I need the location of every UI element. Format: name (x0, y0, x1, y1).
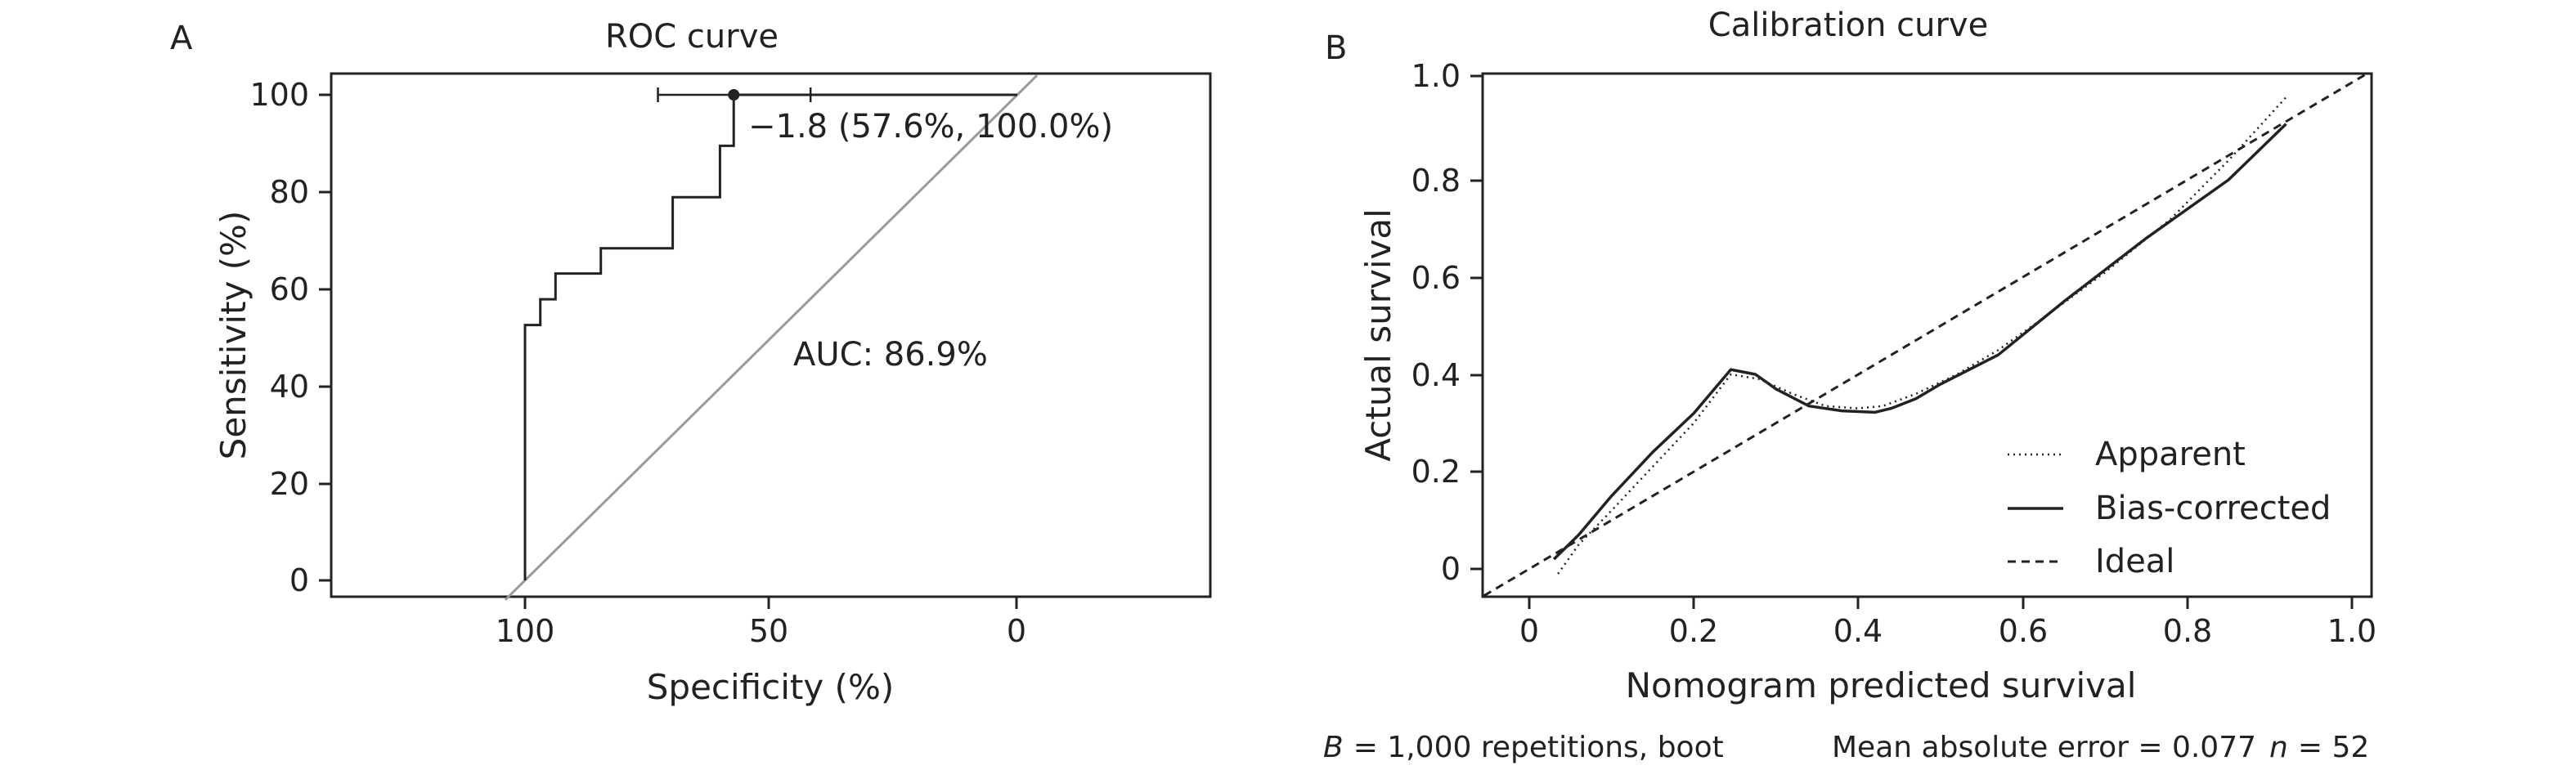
boot-symbol: B (1323, 731, 1344, 764)
legend-ideal-label: Ideal (2095, 543, 2174, 580)
boot-text: = 1,000 repetitions, boot (1353, 731, 1724, 764)
legend-bias-corrected-label: Bias-corrected (2095, 490, 2331, 527)
roc-y-tick-label-40: 40 (270, 369, 309, 405)
roc-auc-label: AUC: 86.9% (793, 336, 988, 374)
calibration-footer-boot: B = 1,000 repetitions, boot (1323, 731, 1724, 764)
cal-x-tick-label-0.6: 0.6 (1999, 613, 2048, 649)
roc-curve (523, 93, 1017, 580)
roc-diagonal-line (504, 74, 1039, 601)
panel-label-b: B (1325, 29, 1347, 67)
cal-x-tick-label-0: 0 (1519, 613, 1539, 649)
roc-y-tick-label-0: 0 (289, 562, 309, 598)
cal-x-tick-label-1.0: 1.0 (2327, 613, 2376, 649)
legend-apparent-label: Apparent (2095, 436, 2246, 473)
calibration-y-ticks: 0 0.2 0.4 0.6 0.8 1.0 (1411, 58, 1483, 587)
cal-y-tick-label-0.2: 0.2 (1411, 454, 1461, 490)
roc-x-ticks: 100 50 0 (496, 597, 1026, 649)
roc-y-tick-label-100: 100 (249, 77, 309, 113)
calibration-title: Calibration curve (1708, 7, 1988, 44)
cal-x-tick-label-0.8: 0.8 (2163, 613, 2212, 649)
calibration-series-ideal (1483, 74, 2369, 597)
calibration-x-axis-label: Nomogram predicted survival (1626, 665, 2137, 705)
panel-label-a: A (170, 20, 193, 57)
roc-y-tick-label-60: 60 (270, 271, 309, 307)
roc-threshold-label: −1.8 (57.6%, 100.0%) (748, 108, 1113, 146)
calibration-marks (1483, 74, 2369, 597)
calibration-series-bias-corrected (1552, 123, 2287, 561)
calibration-plot-frame (1481, 72, 2373, 598)
roc-x-tick-label-0: 0 (1007, 613, 1026, 649)
calibration-panel: B Calibration curve 0 0.2 0.4 0.6 0.8 1.… (1323, 7, 2376, 764)
roc-y-tick-label-80: 80 (270, 174, 309, 210)
cal-y-tick-label-0: 0 (1441, 551, 1461, 587)
roc-y-tick-label-20: 20 (270, 466, 309, 502)
roc-x-tick-label-50: 50 (749, 613, 788, 649)
cal-y-tick-label-1.0: 1.0 (1411, 58, 1461, 94)
cal-x-tick-label-0.2: 0.2 (1669, 613, 1718, 649)
roc-plot-frame (330, 72, 1212, 598)
roc-title: ROC curve (605, 18, 779, 56)
roc-marks (504, 74, 1039, 601)
roc-threshold-point (728, 89, 740, 101)
roc-y-axis-label: Sensitivity (%) (213, 211, 254, 460)
calibration-y-axis-label: Actual survival (1358, 208, 1398, 461)
calibration-legend: Apparent Bias-corrected Ideal (2008, 436, 2331, 580)
n-symbol: n (2269, 731, 2288, 764)
calibration-series-apparent (1557, 96, 2287, 575)
roc-x-axis-label: Specificity (%) (647, 667, 895, 707)
roc-x-tick-label-100: 100 (496, 613, 555, 649)
cal-y-tick-label-0.6: 0.6 (1411, 260, 1461, 296)
cal-x-tick-label-0.4: 0.4 (1833, 613, 1883, 649)
cal-y-tick-label-0.8: 0.8 (1411, 163, 1461, 199)
cal-y-tick-label-0.4: 0.4 (1411, 357, 1461, 393)
calibration-footer-mae: Mean absolute error = 0.077 n = 52 (1832, 731, 2369, 764)
roc-y-ticks: 0 20 40 60 80 100 (249, 77, 331, 598)
n-text: = 52 (2298, 731, 2369, 764)
roc-panel: A ROC curve 100 50 0 0 20 40 60 80 100 S… (170, 18, 1212, 707)
mae-text: Mean absolute error = 0.077 (1832, 731, 2256, 764)
calibration-x-ticks: 0 0.2 0.4 0.6 0.8 1.0 (1519, 597, 2376, 649)
